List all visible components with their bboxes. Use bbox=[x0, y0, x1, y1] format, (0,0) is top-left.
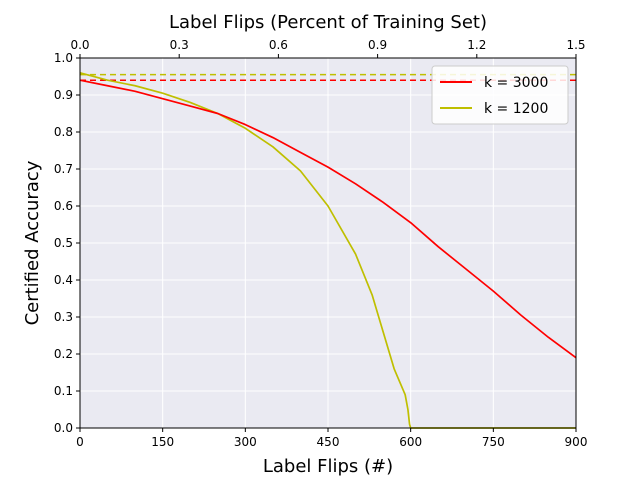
x-tick-label: 450 bbox=[317, 435, 340, 449]
y-tick-label: 0.7 bbox=[54, 162, 73, 176]
x-tick-label: 150 bbox=[151, 435, 174, 449]
legend-label: k = 3000 bbox=[484, 75, 548, 91]
x-tick-label: 750 bbox=[482, 435, 505, 449]
top-x-tick-label: 0.9 bbox=[368, 38, 387, 52]
y-tick-label: 0.2 bbox=[54, 347, 73, 361]
x-tick-label: 900 bbox=[565, 435, 588, 449]
y-axis-title: Certified Accuracy bbox=[22, 160, 43, 325]
top-x-tick-label: 0.0 bbox=[70, 38, 89, 52]
y-tick-label: 0.3 bbox=[54, 310, 73, 324]
x-tick-label: 300 bbox=[234, 435, 257, 449]
legend: k = 3000 k = 1200 bbox=[431, 65, 569, 125]
series-line bbox=[79, 79, 577, 359]
top-x-axis-title: Label Flips (Percent of Training Set) bbox=[169, 12, 487, 33]
legend-label: k = 1200 bbox=[484, 101, 548, 117]
y-tick-label: 0.8 bbox=[54, 125, 73, 139]
y-tick-label: 1.0 bbox=[54, 51, 73, 65]
top-x-tick-label: 1.2 bbox=[467, 38, 486, 52]
top-x-tick-label: 0.6 bbox=[269, 38, 288, 52]
y-tick-label: 0.6 bbox=[54, 199, 73, 213]
y-tick-label: 0.0 bbox=[54, 421, 73, 435]
y-tick-label: 0.4 bbox=[54, 273, 73, 287]
y-tick-label: 0.9 bbox=[54, 88, 73, 102]
y-tick-label: 0.1 bbox=[54, 384, 73, 398]
legend-box bbox=[431, 65, 569, 125]
top-x-tick-label: 0.3 bbox=[170, 38, 189, 52]
x-tick-label: 0 bbox=[76, 435, 84, 449]
x-axis-title: Label Flips (#) bbox=[263, 456, 393, 477]
x-tick-label: 600 bbox=[399, 435, 422, 449]
top-x-tick-label: 1.5 bbox=[566, 38, 585, 52]
y-tick-label: 0.5 bbox=[54, 236, 73, 250]
ticks: 0 150 300 450 600 750 900 0.0 0.1 0.2 0.3 0.4 0.5 0.6… bbox=[54, 38, 588, 449]
